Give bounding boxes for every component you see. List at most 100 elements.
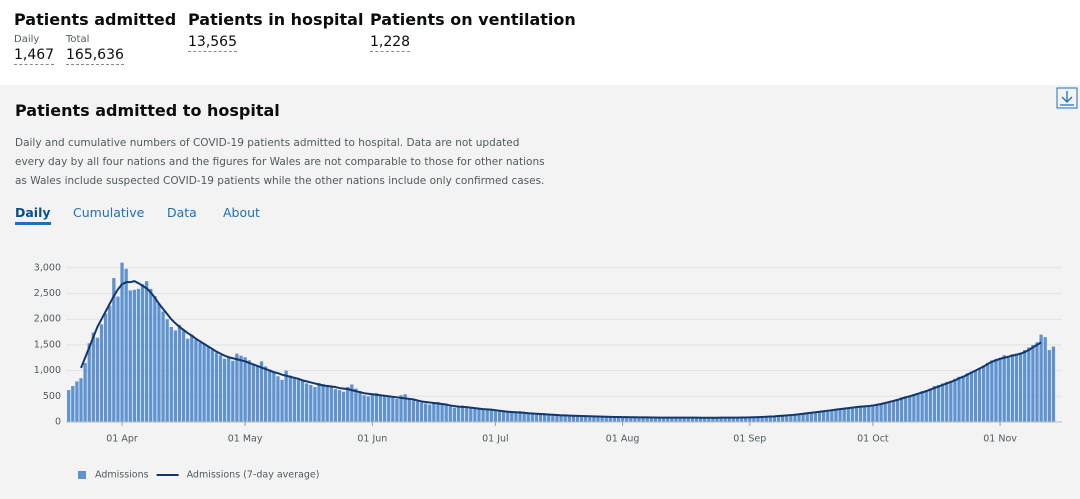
bar: [91, 332, 95, 422]
bar: [575, 415, 580, 422]
tab[interactable]: Data: [167, 205, 197, 220]
bar: [403, 394, 407, 422]
tab[interactable]: Cumulative: [73, 205, 145, 220]
bar: [863, 406, 867, 422]
bar: [321, 383, 325, 422]
tab[interactable]: Daily: [15, 205, 51, 225]
bar: [908, 395, 912, 422]
bar: [391, 397, 395, 422]
stat-value: 165,636: [66, 47, 124, 65]
bar: [329, 386, 333, 422]
bar: [555, 415, 559, 422]
bar: [218, 355, 223, 422]
y-tick-label: 2,000: [34, 314, 61, 325]
bar: [510, 412, 514, 422]
bar: [288, 375, 292, 422]
y-tick-label: 1,000: [34, 365, 61, 376]
bar: [727, 417, 731, 422]
legend-label: Admissions (7-day average): [187, 470, 320, 481]
bar: [501, 411, 506, 422]
bar: [875, 404, 879, 422]
bar: [547, 414, 551, 422]
bar: [936, 384, 941, 422]
bar: [600, 416, 604, 422]
x-tick-label: 01 Oct: [857, 434, 889, 445]
bar: [682, 417, 686, 422]
bar: [563, 414, 567, 422]
bar: [181, 330, 186, 422]
bar: [649, 417, 653, 422]
bar: [116, 296, 120, 422]
bar: [785, 415, 789, 422]
bar: [768, 416, 772, 422]
bar: [739, 417, 744, 422]
bar: [309, 384, 313, 422]
bar: [1035, 342, 1039, 422]
bar: [366, 396, 370, 422]
bar: [292, 377, 297, 422]
download-frame: [1056, 87, 1078, 109]
bar: [198, 342, 202, 422]
bar: [362, 395, 366, 422]
bar: [276, 376, 280, 422]
bar: [1002, 355, 1006, 422]
bar: [932, 386, 937, 422]
bar: [153, 296, 157, 422]
x-tick-label: 01 Aug: [606, 434, 640, 445]
bar: [268, 369, 272, 422]
bar: [407, 399, 411, 422]
card-title: Patients admitted to hospital: [15, 101, 280, 120]
bar: [227, 357, 231, 422]
bar: [1027, 347, 1031, 422]
bar: [239, 355, 243, 422]
stat-value: 1,467: [14, 47, 55, 65]
bar: [440, 403, 444, 422]
bar: [506, 412, 510, 422]
bar: [579, 415, 584, 422]
bar: [514, 411, 518, 422]
bar: [337, 390, 342, 422]
bar: [826, 410, 830, 422]
card-background: [0, 85, 1080, 499]
bar: [928, 388, 932, 422]
bar: [830, 409, 834, 422]
bar: [489, 409, 493, 422]
bar: [776, 416, 781, 422]
bar: [813, 411, 818, 422]
bar: [518, 411, 522, 422]
tab[interactable]: About: [223, 205, 260, 220]
bar: [678, 417, 682, 422]
bar: [231, 360, 235, 422]
bar: [177, 324, 182, 422]
bar: [899, 397, 904, 422]
bar: [296, 378, 301, 422]
bar: [313, 387, 317, 422]
bar: [949, 380, 953, 422]
bar: [346, 387, 350, 422]
bar: [1047, 350, 1051, 422]
bar: [317, 382, 321, 422]
bar: [612, 416, 617, 422]
download-icon: [1060, 91, 1074, 106]
bar: [399, 395, 403, 422]
x-tick-label: 01 May: [228, 434, 263, 445]
bar: [214, 352, 219, 422]
bar: [395, 398, 399, 422]
bar: [165, 319, 169, 422]
download-button[interactable]: [1056, 87, 1078, 109]
bar: [497, 410, 502, 422]
bar: [95, 337, 100, 422]
bar: [1031, 344, 1035, 422]
chart: 0 500 1,000 1,500 2,000 2,500 3,000 01 Apr 01 Ma…: [34, 262, 1062, 481]
bar: [551, 414, 555, 422]
bar: [128, 290, 132, 422]
bar: [998, 357, 1002, 422]
bar: [1039, 334, 1043, 422]
bar: [161, 311, 165, 422]
bar: [661, 417, 666, 422]
headline-title: Patients on ventilation: [370, 10, 576, 29]
bar: [255, 365, 260, 422]
bar: [731, 418, 736, 422]
bar: [251, 363, 255, 422]
